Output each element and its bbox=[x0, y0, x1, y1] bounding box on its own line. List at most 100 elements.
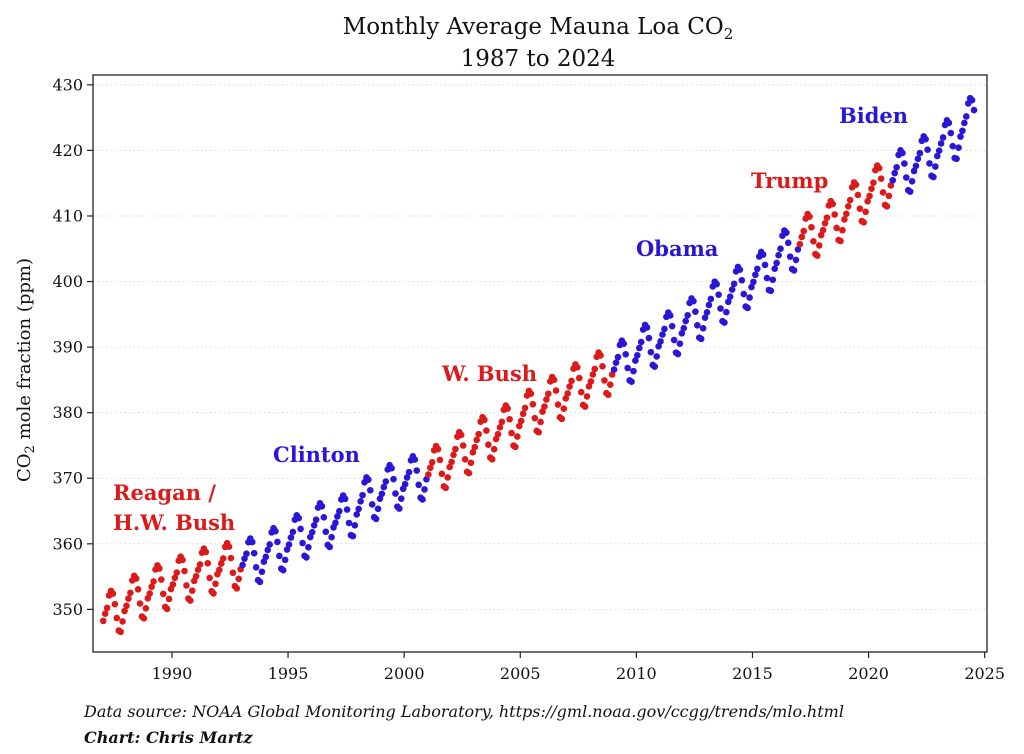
co2-point bbox=[912, 162, 920, 170]
co2-point bbox=[283, 546, 291, 553]
co2-point bbox=[541, 403, 548, 410]
co2-point bbox=[870, 179, 877, 187]
co2-point bbox=[721, 319, 728, 326]
co2-point bbox=[676, 340, 684, 347]
co2-point bbox=[123, 602, 130, 610]
co2-point bbox=[910, 167, 918, 175]
co2-point bbox=[235, 575, 243, 583]
co2-point bbox=[483, 427, 490, 434]
co2-point bbox=[659, 331, 666, 338]
x-tick-label: 2005 bbox=[500, 664, 541, 683]
co2-point bbox=[682, 317, 690, 325]
co2-point bbox=[537, 418, 544, 426]
co2-point bbox=[643, 324, 651, 331]
co2-point bbox=[624, 364, 631, 372]
co2-point bbox=[961, 119, 968, 127]
co2-point bbox=[953, 155, 960, 163]
co2-point bbox=[724, 298, 732, 306]
co2-point bbox=[405, 468, 413, 476]
co2-point bbox=[771, 265, 779, 273]
co2-point bbox=[252, 564, 260, 571]
co2-point bbox=[806, 213, 813, 220]
co2-point bbox=[692, 308, 699, 315]
co2-point bbox=[868, 185, 875, 192]
co2-point bbox=[924, 146, 931, 154]
co2-point bbox=[295, 514, 303, 522]
co2-point bbox=[349, 532, 357, 540]
co2-point bbox=[459, 442, 467, 449]
co2-point bbox=[614, 353, 622, 361]
chart-title-line2: 1987 to 2024 bbox=[461, 46, 616, 72]
co2-point bbox=[754, 265, 761, 273]
co2-point bbox=[465, 469, 473, 477]
co2-point bbox=[632, 357, 639, 364]
co2-point bbox=[817, 231, 825, 239]
co2-point bbox=[810, 238, 817, 245]
co2-point bbox=[210, 590, 217, 597]
co2-point bbox=[368, 501, 376, 508]
co2-point bbox=[949, 142, 957, 150]
co2-point bbox=[574, 364, 581, 371]
co2-point bbox=[421, 486, 428, 493]
co2-point bbox=[380, 483, 388, 491]
co2-point bbox=[932, 163, 939, 170]
co2-point bbox=[653, 353, 660, 360]
co2-point bbox=[875, 164, 883, 172]
co2-point bbox=[630, 367, 637, 375]
co2-point bbox=[906, 188, 914, 195]
co2-point bbox=[196, 561, 204, 568]
co2-point bbox=[498, 418, 506, 426]
co2-point bbox=[312, 516, 320, 524]
co2-point bbox=[748, 283, 755, 291]
co2-point bbox=[620, 340, 628, 347]
co2-point bbox=[860, 219, 868, 226]
co2-point bbox=[730, 280, 738, 288]
co2-point bbox=[169, 581, 177, 588]
co2-point bbox=[717, 305, 724, 312]
co2-point bbox=[328, 533, 335, 541]
co2-point bbox=[566, 383, 573, 390]
co2-point bbox=[581, 403, 589, 410]
co2-point bbox=[305, 543, 312, 551]
data-source-note: Data source: NOAA Global Monitoring Labo… bbox=[84, 702, 844, 721]
co2-point bbox=[181, 567, 188, 575]
co2-point bbox=[970, 106, 978, 114]
co2-point bbox=[746, 294, 753, 301]
co2-point bbox=[320, 513, 328, 521]
co2-point bbox=[163, 605, 171, 613]
co2-point bbox=[127, 589, 134, 597]
co2-point bbox=[355, 505, 362, 513]
chart-credit: Chart: Chris Martz bbox=[84, 728, 253, 747]
co2-point bbox=[308, 528, 316, 536]
co2-point bbox=[862, 208, 869, 216]
co2-point bbox=[744, 304, 751, 312]
co2-point bbox=[955, 144, 962, 151]
co2-point bbox=[703, 309, 711, 316]
co2-point bbox=[674, 350, 682, 358]
co2-point bbox=[786, 253, 794, 260]
co2-point bbox=[372, 515, 380, 523]
co2-point bbox=[723, 308, 730, 316]
co2-point bbox=[605, 391, 612, 399]
co2-point bbox=[645, 334, 653, 342]
co2-point bbox=[543, 396, 550, 403]
co2-point bbox=[434, 445, 442, 453]
co2-point bbox=[219, 555, 227, 562]
co2-point bbox=[390, 475, 397, 483]
co2-point bbox=[583, 393, 591, 400]
co2-point bbox=[705, 301, 713, 309]
co2-point bbox=[396, 505, 403, 512]
co2-point bbox=[957, 133, 964, 140]
co2-point bbox=[473, 436, 481, 444]
co2-point bbox=[239, 561, 246, 569]
co2-point bbox=[212, 580, 219, 588]
co2-point bbox=[150, 578, 157, 585]
co2-point bbox=[171, 574, 179, 582]
co2-point bbox=[591, 365, 599, 373]
co2-point bbox=[612, 359, 620, 366]
co2-point bbox=[227, 554, 235, 562]
co2-point bbox=[452, 445, 459, 453]
y-axis: 350 360 370 380 390 400 410 420 430 bbox=[52, 75, 93, 619]
co2-point bbox=[813, 252, 821, 259]
co2-point bbox=[250, 549, 258, 557]
